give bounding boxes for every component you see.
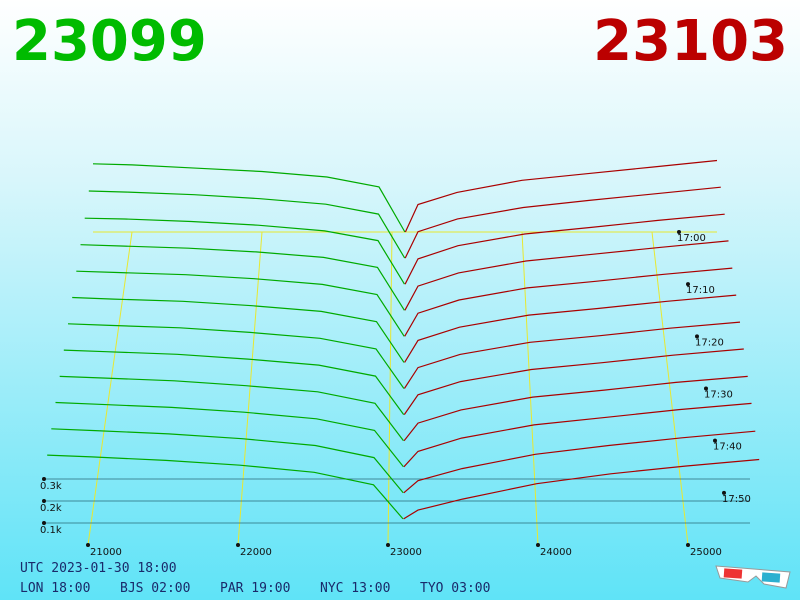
bid-depth-line: [88, 190, 406, 259]
city-clock: TYO 03:00: [420, 581, 490, 596]
bid-depth-line: [55, 401, 404, 468]
ask-depth-line: [403, 375, 748, 442]
bid-depth-line: [92, 163, 406, 233]
grid-line: [521, 231, 539, 546]
depth-layer: [47, 159, 760, 520]
tick-dot: [536, 543, 540, 547]
ask-depth-line: [403, 348, 744, 415]
city-clock: PAR 19:00: [220, 581, 290, 596]
ask-depth-line: [404, 159, 718, 233]
tick-dot: [677, 230, 681, 234]
bid-depth-line: [63, 349, 405, 415]
bid-depth-line: [51, 428, 404, 494]
x-tick-label: 23000: [390, 547, 422, 558]
tick-dot: [686, 543, 690, 547]
x-tick-label: 22000: [240, 547, 272, 558]
tick-dot: [386, 543, 390, 547]
x-tick-label: 25000: [690, 547, 722, 558]
y-tick-label: 0.2k: [40, 503, 62, 514]
tick-dot: [695, 334, 699, 339]
tick-dot: [236, 543, 240, 547]
tick-dot: [42, 477, 46, 481]
glasses-icon: [715, 565, 791, 589]
ask-depth-line: [403, 458, 760, 520]
z-tick-label: 17:10: [686, 285, 715, 296]
x-tick-label: 24000: [540, 547, 572, 558]
city-clock: LON 18:00: [20, 581, 90, 596]
z-tick-label: 17:00: [677, 233, 706, 244]
z-tick-label: 17:30: [704, 390, 733, 401]
bid-depth-line: [67, 323, 405, 389]
utc-time: UTC 2023-01-30 18:00: [20, 561, 177, 576]
tick-dot: [86, 543, 90, 547]
tick-dot: [704, 386, 708, 391]
y-tick-label: 0.1k: [40, 525, 62, 536]
ask-depth-line: [404, 213, 725, 285]
ask-depth-line: [403, 430, 756, 494]
city-clock: NYC 13:00: [320, 581, 390, 596]
grid-line: [651, 231, 689, 546]
ask-depth-line: [403, 321, 741, 389]
bid-depth-line: [47, 454, 404, 520]
bid-depth-line: [72, 296, 405, 363]
bid-depth-line: [80, 244, 405, 311]
grid-line: [387, 231, 393, 546]
ask-depth-line: [404, 186, 721, 259]
ask-depth-line: [404, 294, 737, 363]
ask-price: 23103: [593, 9, 788, 74]
tick-dot: [722, 490, 726, 495]
z-tick-label: 17:50: [722, 494, 751, 505]
city-clock: BJS 02:00: [120, 581, 190, 596]
y-tick-label: 0.3k: [40, 481, 62, 492]
grid-line: [237, 231, 263, 546]
tick-dot: [42, 499, 46, 503]
z-tick-label: 17:20: [695, 337, 724, 348]
x-tick-label: 21000: [90, 547, 122, 558]
grid-layer: [42, 230, 750, 547]
tick-dot: [713, 438, 717, 443]
ask-depth-line: [404, 240, 729, 311]
bid-depth-line: [76, 270, 405, 337]
bid-price: 23099: [12, 9, 207, 74]
z-tick-label: 17:40: [713, 442, 742, 453]
ask-depth-line: [404, 267, 733, 337]
grid-line: [87, 231, 133, 546]
tick-dot: [42, 521, 46, 525]
ask-depth-line: [403, 402, 752, 468]
tick-dot: [686, 282, 690, 287]
bid-depth-line: [84, 217, 406, 285]
bid-depth-line: [59, 375, 404, 442]
